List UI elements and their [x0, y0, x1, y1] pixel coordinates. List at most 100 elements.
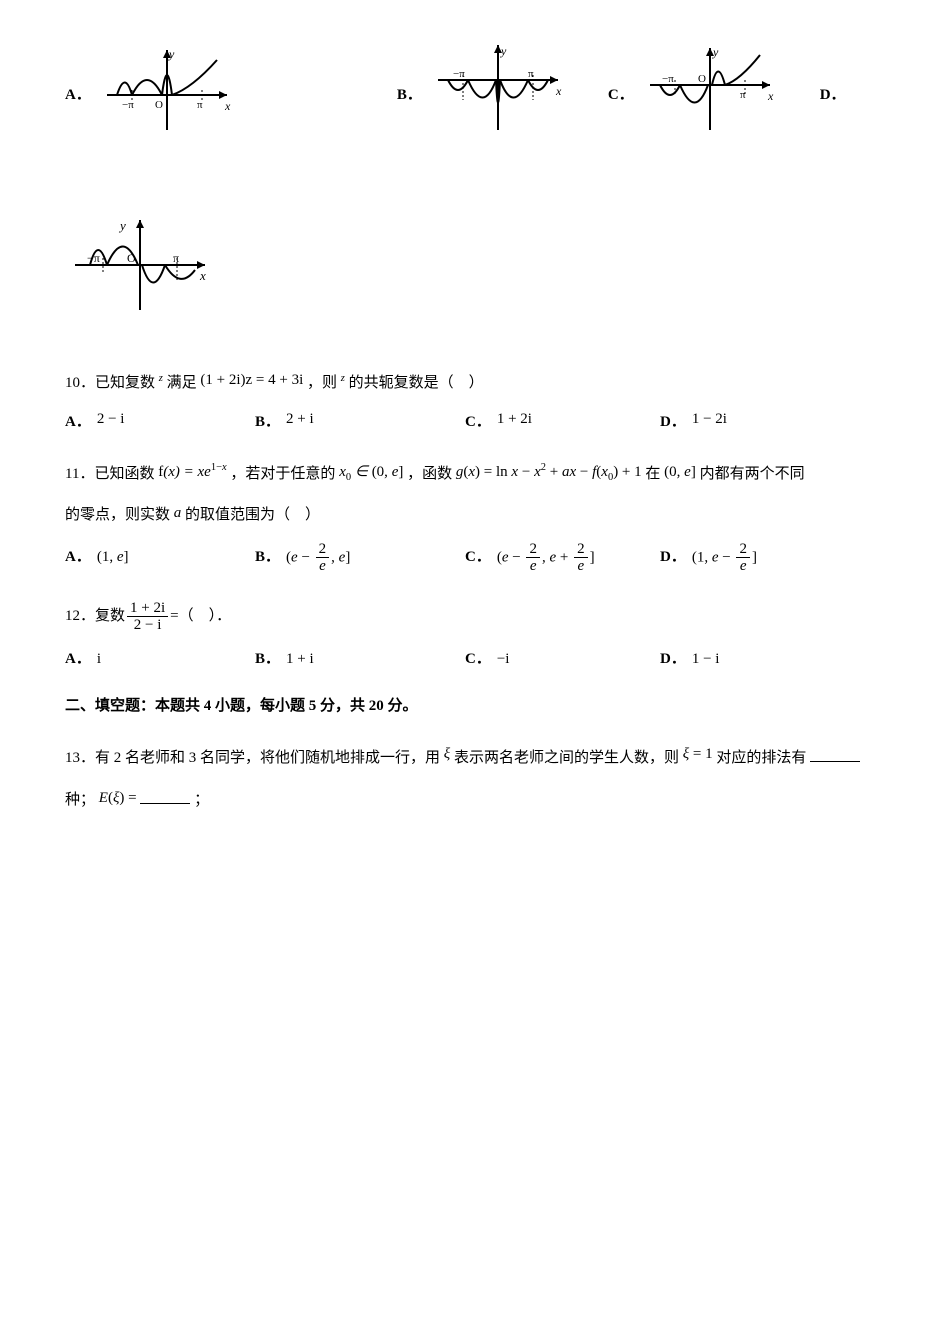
q11-opt-a-val: (1, e]: [97, 544, 129, 571]
q11-a: a: [174, 505, 182, 521]
q10-text-3: ，则: [307, 375, 337, 391]
svg-text:y: y: [168, 47, 175, 61]
q9-label-b: B．: [397, 82, 422, 109]
q11-opt-d: D． (1, e − 2e]: [660, 541, 757, 575]
svg-text:O: O: [698, 73, 706, 85]
q10-opt-b-label: B．: [255, 409, 280, 436]
q11-g: g(x) = ln x − x2 + ax − f(x0) + 1: [456, 464, 642, 480]
q12-opt-b-val: 1 + i: [286, 646, 314, 673]
q12-p1: 12．复数: [65, 603, 125, 630]
q12-den: 2 − i: [127, 617, 168, 634]
q11-int: (0, e]: [664, 464, 696, 480]
q9-label-a: A．: [65, 82, 91, 109]
q9-graph-b: y x −π π: [428, 40, 568, 150]
svg-text:y: y: [712, 45, 719, 59]
q11-stem-line1: 11．已知函数 f(x) = xe1−x ，若对于任意的 x0 ∈ (0, e]…: [65, 461, 885, 490]
section2-header: 二、填空题：本题共 4 小题，每小题 5 分，共 20 分。: [65, 693, 885, 720]
q11-opt-c-label: C．: [465, 544, 491, 571]
q10-opt-a-label: A．: [65, 409, 91, 436]
svg-text:−π: −π: [662, 73, 674, 85]
q10-eq: (1 + 2i)z = 4 + 3i: [200, 372, 303, 388]
svg-text:x: x: [555, 84, 562, 98]
q13-line2: 种； E(ξ) = ；: [65, 787, 885, 814]
q10-z-2: z: [341, 375, 345, 391]
q12-eq: =: [170, 603, 178, 630]
q12-opt-a-label: A．: [65, 646, 91, 673]
q9-label-d: D．: [820, 82, 846, 109]
svg-text:−π: −π: [453, 68, 465, 80]
q9-option-c: C． y x −π π O: [608, 40, 780, 150]
q10-opt-b: B． 2 + i: [255, 409, 465, 436]
q11-opt-a: A． (1, e]: [65, 544, 255, 571]
svg-text:x: x: [224, 99, 231, 113]
q13-p2: 表示两名老师之间的学生人数，则: [454, 750, 679, 766]
q9-option-d-label: D．: [820, 82, 852, 109]
q12-opt-a-val: i: [97, 646, 101, 673]
q11-p6: 的零点，则实数: [65, 507, 170, 523]
q10-opt-a-val: 2 − i: [97, 406, 125, 433]
q12-stem: 12．复数 1 + 2i 2 − i = （ ）．: [65, 600, 885, 634]
q13-blank-1: [810, 747, 860, 762]
q11-x0: x0 ∈ (0, e]: [339, 464, 403, 480]
q12-opt-b-label: B．: [255, 646, 280, 673]
q12-p2: （ ）．: [179, 603, 232, 630]
q9-label-c: C．: [608, 82, 634, 109]
svg-text:π: π: [740, 89, 746, 101]
q12-opt-b: B． 1 + i: [255, 646, 465, 673]
q10-options: A． 2 − i B． 2 + i C． 1 + 2i D． 1 − 2i: [65, 409, 885, 436]
q9-graph-a: y x −π π O: [97, 40, 237, 150]
q13-exi: E(ξ) =: [99, 790, 141, 806]
q11-opt-d-label: D．: [660, 544, 686, 571]
q10-stem: 10．已知复数 z 满足 (1 + 2i)z = 4 + 3i ，则 z 的共轭…: [65, 370, 885, 397]
q12-opt-d-val: 1 − i: [692, 646, 720, 673]
q12-opt-d: D． 1 − i: [660, 646, 719, 673]
svg-text:y: y: [500, 44, 507, 58]
q11-opt-b-label: B．: [255, 544, 280, 571]
q9-graph-d: y x −π π O: [65, 210, 215, 330]
q9-option-a: A． y x −π π O: [65, 40, 237, 150]
q12-num: 1 + 2i: [127, 600, 168, 618]
q10-text-2: 满足: [167, 375, 197, 391]
q10-z-1: z: [159, 375, 163, 391]
q11-opt-b: B． (e − 2e, e]: [255, 541, 465, 575]
q12-options: A． i B． 1 + i C． −i D． 1 − i: [65, 646, 885, 673]
q11-p4: 在: [645, 466, 660, 482]
svg-text:O: O: [155, 99, 163, 111]
q11-p2: ，若对于任意的: [230, 466, 335, 482]
svg-text:x: x: [199, 268, 206, 283]
q11-f: f(x) = xe1−x: [158, 464, 226, 480]
q13-xi-1: ξ: [444, 746, 450, 762]
q13-p1: 13．有 2 名老师和 3 名同学，将他们随机地排成一行，用: [65, 750, 440, 766]
svg-text:x: x: [767, 89, 774, 103]
q13-p4: 种；: [65, 792, 95, 808]
q10-opt-a: A． 2 − i: [65, 409, 255, 436]
q9-graph-row-1: A． y x −π π O: [65, 40, 885, 150]
q13-blank-2: [140, 789, 190, 804]
q13-p5: ；: [194, 792, 209, 808]
q11-opt-c-val: (e − 2e, e + 2e]: [497, 541, 595, 575]
q10-opt-d: D． 1 − 2i: [660, 409, 727, 436]
q11-options: A． (1, e] B． (e − 2e, e] C． (e − 2e, e +…: [65, 541, 885, 575]
q11-p1: 11．已知函数: [65, 466, 154, 482]
q11-stem-line2: 的零点，则实数 a 的取值范围为（ ）: [65, 502, 885, 529]
q9-graph-row-2: y x −π π O: [65, 210, 885, 330]
q11-opt-a-label: A．: [65, 544, 91, 571]
svg-text:π: π: [197, 99, 203, 111]
q9-option-b: B． y x −π π: [397, 40, 568, 150]
q11-opt-b-val: (e − 2e, e]: [286, 541, 350, 575]
q12-opt-d-label: D．: [660, 646, 686, 673]
q10-text-4: 的共轭复数是（ ）: [349, 375, 484, 391]
svg-text:−π: −π: [122, 99, 134, 111]
q11-opt-d-val: (1, e − 2e]: [692, 541, 757, 575]
q13-xi-eq: ξ = 1: [683, 746, 713, 762]
q11-opt-c: C． (e − 2e, e + 2e]: [465, 541, 660, 575]
svg-text:π: π: [528, 68, 534, 80]
q11-p7: 的取值范围为（ ）: [185, 507, 320, 523]
q10-opt-c-val: 1 + 2i: [497, 406, 532, 433]
q11-p5: 内都有两个不同: [700, 466, 805, 482]
q10-opt-c-label: C．: [465, 409, 491, 436]
q12-opt-c-label: C．: [465, 646, 491, 673]
q13-p3: 对应的排法有: [716, 750, 806, 766]
svg-text:y: y: [118, 218, 126, 233]
q13-line1: 13．有 2 名老师和 3 名同学，将他们随机地排成一行，用 ξ 表示两名老师之…: [65, 745, 885, 772]
